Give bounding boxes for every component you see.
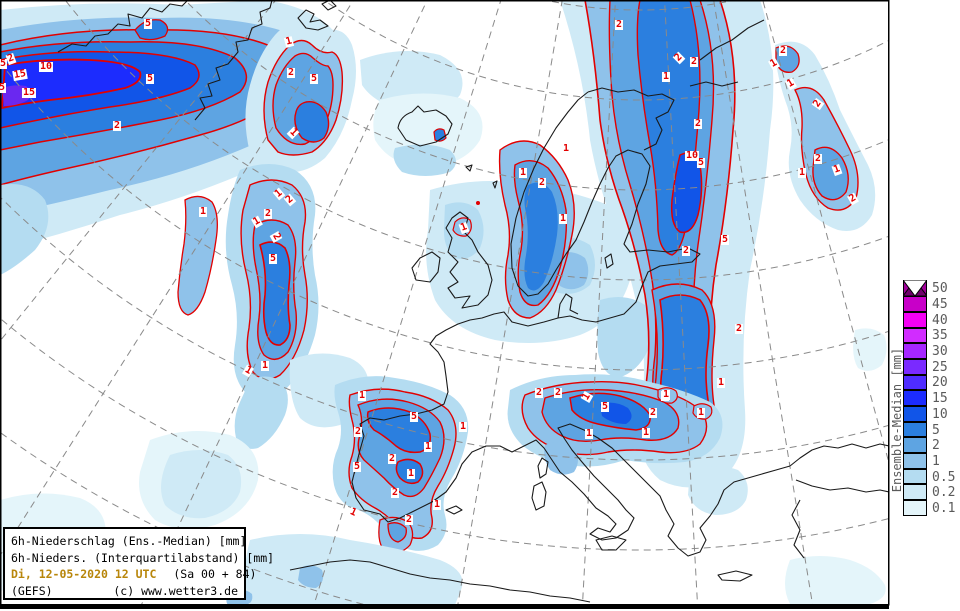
info-line-datetime: Di, 12-05-2020 12 UTC (Sa 00 + 84): [11, 566, 256, 583]
legend-value: 0.2: [932, 485, 956, 501]
forecast-datetime: Di, 12-05-2020 12 UTC: [11, 567, 157, 581]
legend-value: 35: [932, 328, 948, 344]
legend-value: 30: [932, 344, 948, 360]
legend-entry: 35: [903, 327, 955, 344]
legend-color-box: [903, 437, 927, 454]
legend-value: 0.5: [932, 469, 956, 485]
legend-entry: 40: [903, 311, 955, 328]
legend-value: 40: [932, 312, 948, 328]
model-name: (GEFS): [11, 583, 53, 598]
legend-color-box: [903, 327, 927, 344]
legend-value: 10: [932, 406, 948, 422]
legend-entry: 45: [903, 296, 955, 313]
legend-entry: 5: [903, 421, 955, 438]
precipitation-shading: [0, 0, 887, 605]
legend-color-box: [903, 343, 927, 359]
color-scale-legend: 50 45 40 35 30 25 20 15 10 5 2 1 0.5 0.2 0.1: [903, 280, 956, 517]
legend-bottom-arrow-icon: [903, 280, 927, 296]
info-line-iqr: 6h-Nieders. (Interquartilabstand) [mm]: [11, 550, 275, 565]
legend-color-box: [903, 390, 927, 406]
legend-entry: 0.2: [903, 484, 956, 501]
legend-title: Ensemble-Median [mm]: [890, 347, 904, 493]
legend-entry: 2: [903, 437, 955, 454]
legend-color-box: [903, 374, 927, 391]
map-frame: [0, 0, 890, 609]
info-line-model: (GEFS) (c) www.wetter3.de: [11, 583, 238, 600]
legend-value: 2: [932, 438, 940, 454]
legend-value: 50: [932, 281, 948, 297]
legend-value: 5: [932, 422, 940, 438]
legend-value: 20: [932, 375, 948, 391]
legend-entry: 1: [903, 453, 955, 470]
legend-entry: 15: [903, 390, 955, 407]
legend-value: 45: [932, 297, 948, 313]
run-info: (Sa 00 + 84): [173, 567, 257, 581]
legend-entry: 25: [903, 358, 955, 375]
info-line-median: 6h-Niederschlag (Ens.-Median) [mm]: [11, 534, 247, 548]
coastlines: [57, 0, 889, 603]
legend-color-box: [903, 468, 927, 485]
legend-color-box: [903, 421, 927, 438]
legend-boxes: 50 45 40 35 30 25 20 15 10 5 2 1 0.5 0.2 0.1: [903, 280, 956, 517]
legend-color-box: [903, 311, 927, 328]
legend-color-box: [903, 406, 927, 422]
legend-entry: 10: [903, 406, 955, 423]
legend-entry: 0.1: [903, 500, 956, 517]
legend-color-box: [903, 296, 927, 312]
legend-color-box: [903, 358, 927, 375]
legend-entry: 0.5: [903, 468, 956, 485]
legend-value: 25: [932, 359, 948, 375]
legend-value: 0.1: [932, 500, 956, 516]
legend-entry: 20: [903, 374, 955, 391]
legend-color-box: [903, 453, 927, 469]
legend-color-box: [903, 484, 927, 501]
legend-value: 1: [932, 453, 940, 469]
legend-entry: 30: [903, 343, 955, 360]
legend-value: 15: [932, 391, 948, 407]
credit: (c) www.wetter3.de: [113, 583, 238, 598]
legend-color-box: [903, 500, 927, 516]
info-box: 6h-Niederschlag (Ens.-Median) [mm] 6h-Ni…: [3, 527, 275, 600]
